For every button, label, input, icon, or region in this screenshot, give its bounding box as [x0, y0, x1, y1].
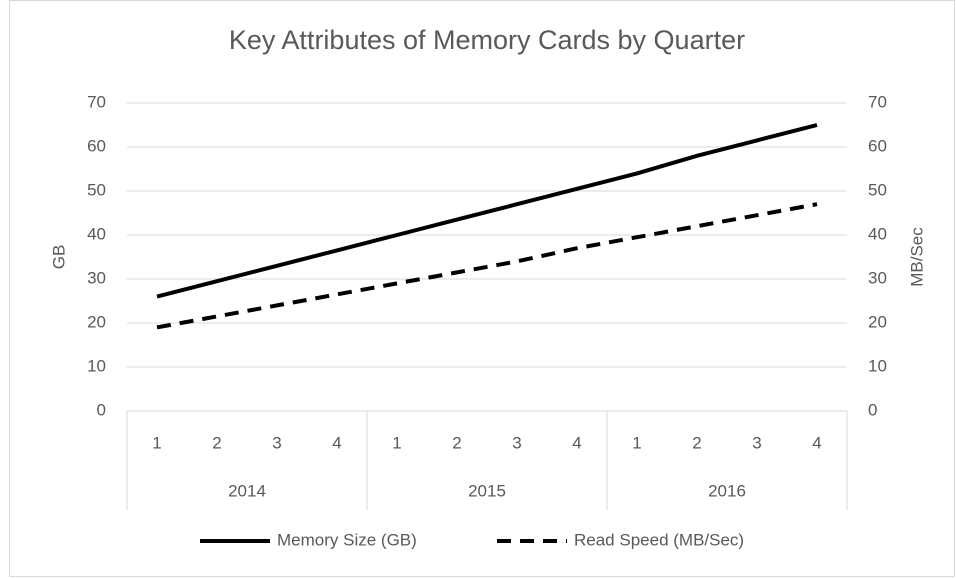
x-tick-label: 4 [572, 433, 581, 452]
y2-tick-label: 0 [868, 400, 877, 419]
x-group-label: 2015 [468, 481, 506, 500]
y2-tick-label: 30 [868, 268, 887, 287]
y-tick-label: 40 [87, 224, 106, 243]
x-tick-label: 2 [212, 433, 221, 452]
x-tick-label: 1 [632, 433, 641, 452]
chart-border [9, 0, 955, 577]
x-tick-label: 4 [812, 433, 821, 452]
x-tick-label: 2 [452, 433, 461, 452]
y-tick-label: 70 [87, 92, 106, 111]
y-tick-label: 10 [87, 356, 106, 375]
y-tick-label: 60 [87, 136, 106, 155]
series-line [156, 123, 818, 299]
x-tick-label: 1 [392, 433, 401, 452]
y-tick-label: 20 [87, 312, 106, 331]
y2-tick-label: 70 [868, 92, 887, 111]
x-group-label: 2014 [228, 481, 266, 500]
x-tick-label: 3 [272, 433, 281, 452]
legend-label: Read Speed (MB/Sec) [574, 530, 744, 549]
x-tick-label: 3 [752, 433, 761, 452]
y2-tick-label: 60 [868, 136, 887, 155]
x-tick-label: 1 [152, 433, 161, 452]
y-axis-title: GB [49, 245, 68, 270]
y2-tick-label: 10 [868, 356, 887, 375]
y-tick-label: 0 [97, 400, 106, 419]
x-tick-label: 3 [512, 433, 521, 452]
x-tick-label: 2 [692, 433, 701, 452]
series-line [156, 202, 818, 330]
legend-label: Memory Size (GB) [277, 530, 417, 549]
chart-title: Key Attributes of Memory Cards by Quarte… [229, 25, 745, 55]
y2-axis-title: MB/Sec [907, 227, 926, 287]
x-tick-label: 4 [332, 433, 341, 452]
y-tick-label: 30 [87, 268, 106, 287]
y2-tick-label: 40 [868, 224, 887, 243]
y2-tick-label: 20 [868, 312, 887, 331]
x-group-label: 2016 [708, 481, 746, 500]
y-tick-label: 50 [87, 180, 106, 199]
y2-tick-label: 50 [868, 180, 887, 199]
